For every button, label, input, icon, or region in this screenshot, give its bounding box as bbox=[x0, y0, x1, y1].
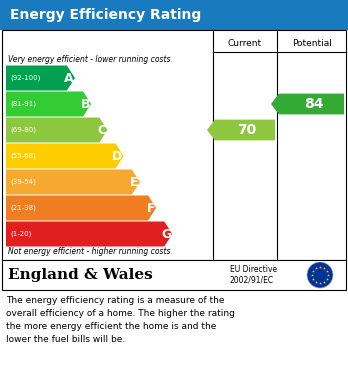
Text: (69-80): (69-80) bbox=[10, 127, 36, 133]
Text: Potential: Potential bbox=[293, 39, 332, 48]
Bar bbox=[2, 260, 346, 290]
Polygon shape bbox=[207, 120, 275, 140]
Polygon shape bbox=[6, 118, 108, 142]
Text: Not energy efficient - higher running costs: Not energy efficient - higher running co… bbox=[8, 248, 171, 256]
Circle shape bbox=[307, 262, 333, 288]
Polygon shape bbox=[6, 221, 172, 246]
Polygon shape bbox=[6, 91, 91, 117]
Polygon shape bbox=[6, 143, 124, 169]
Text: A: A bbox=[64, 72, 74, 84]
Text: The energy efficiency rating is a measure of the
overall efficiency of a home. T: The energy efficiency rating is a measur… bbox=[6, 296, 235, 344]
Text: Energy Efficiency Rating: Energy Efficiency Rating bbox=[10, 8, 201, 22]
Text: (92-100): (92-100) bbox=[10, 75, 40, 81]
Text: (39-54): (39-54) bbox=[10, 179, 36, 185]
Text: 84: 84 bbox=[304, 97, 323, 111]
Text: C: C bbox=[97, 124, 106, 136]
Text: B: B bbox=[81, 97, 90, 111]
Polygon shape bbox=[6, 66, 75, 90]
Text: 70: 70 bbox=[237, 123, 256, 137]
Text: D: D bbox=[112, 149, 122, 163]
Text: 2002/91/EC: 2002/91/EC bbox=[230, 276, 274, 285]
Polygon shape bbox=[6, 170, 140, 194]
Polygon shape bbox=[271, 93, 344, 115]
Bar bbox=[0, 0, 348, 30]
Bar bbox=[2, 30, 346, 260]
Text: Current: Current bbox=[228, 39, 262, 48]
Text: (1-20): (1-20) bbox=[10, 231, 31, 237]
Polygon shape bbox=[6, 196, 156, 221]
Text: (55-68): (55-68) bbox=[10, 153, 36, 159]
Text: (81-91): (81-91) bbox=[10, 101, 36, 107]
Text: (21-38): (21-38) bbox=[10, 205, 36, 211]
Text: EU Directive: EU Directive bbox=[230, 265, 277, 274]
Text: Very energy efficient - lower running costs: Very energy efficient - lower running co… bbox=[8, 56, 171, 65]
Text: E: E bbox=[130, 176, 139, 188]
Text: England & Wales: England & Wales bbox=[8, 268, 153, 282]
Text: G: G bbox=[161, 228, 171, 240]
Text: F: F bbox=[147, 201, 155, 215]
